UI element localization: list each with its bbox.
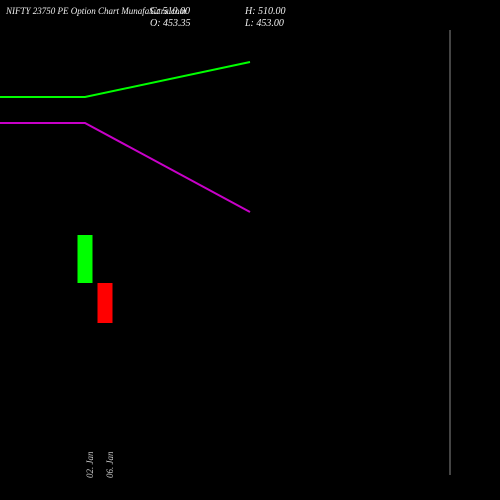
ohlc-low: L: 453.00: [245, 18, 284, 29]
ohlc-high: H: 510.00: [245, 6, 286, 17]
chart-svg: [0, 0, 500, 500]
ohlc-close: C: 510.00: [150, 6, 190, 17]
option-chart: NIFTY 23750 PE Option Chart MunafaSutra.…: [0, 0, 500, 500]
x-tick-label: 02. Jan: [85, 452, 95, 479]
ohlc-open: O: 453.35: [150, 18, 191, 29]
x-tick-label: 06. Jan: [105, 452, 115, 479]
